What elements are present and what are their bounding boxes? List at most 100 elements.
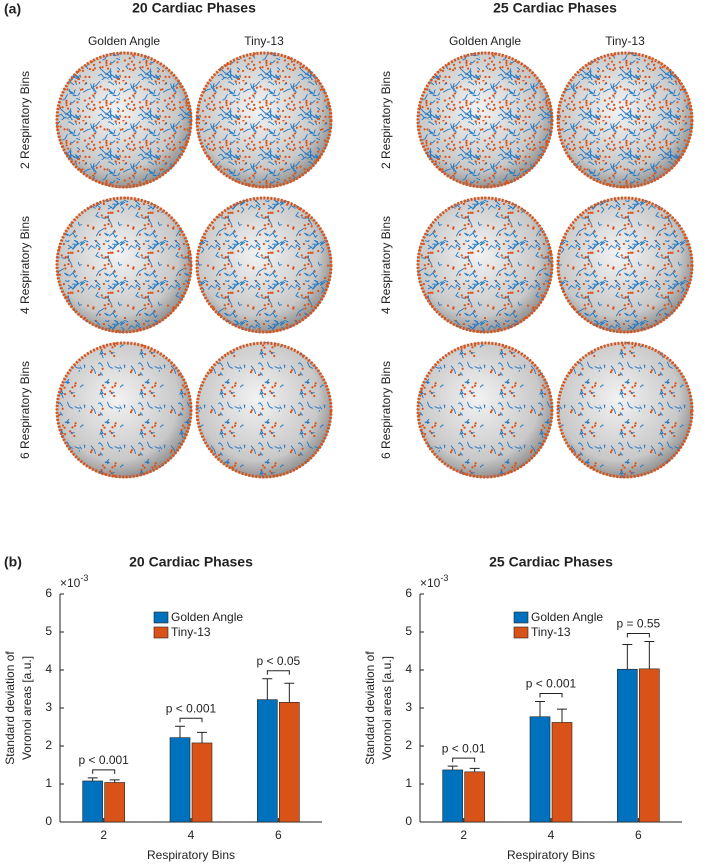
- legend-swatch: [513, 626, 529, 639]
- bar: [191, 742, 213, 823]
- y-scale-label: ×10-3: [60, 573, 88, 590]
- x-tick-label: 6: [275, 828, 282, 842]
- error-bar: [447, 765, 458, 770]
- error-bar: [109, 779, 120, 783]
- bar: [104, 782, 125, 823]
- y-scale-exponent: -3: [440, 573, 448, 583]
- y-tick-label: 2: [405, 738, 412, 752]
- sphere-texture: [557, 52, 693, 188]
- legend-swatch: [153, 611, 169, 624]
- y-tick-label: 1: [405, 776, 412, 790]
- y-tick-label: 0: [405, 814, 412, 828]
- column-label: Golden Angle: [449, 34, 521, 48]
- bar: [464, 771, 485, 823]
- sphere-texture: [417, 52, 553, 188]
- error-bar: [284, 682, 295, 703]
- significance-bracket: [539, 693, 563, 698]
- significance-bracket: [179, 717, 203, 723]
- legend-label: Tiny-13: [171, 625, 211, 639]
- bar: [279, 701, 300, 823]
- annotation: p < 0.001: [166, 701, 217, 715]
- legend-label: Golden Angle: [171, 610, 243, 624]
- column-label: Tiny-13: [244, 34, 284, 48]
- row-label: 4 Respiratory Bins: [379, 216, 393, 314]
- sphere-texture: [56, 197, 192, 333]
- sphere-rim: [55, 196, 193, 334]
- sphere-rim: [55, 341, 193, 479]
- y-tick-label: 4: [45, 662, 52, 676]
- annotation: p < 0.001: [526, 677, 577, 691]
- error-bar: [87, 777, 98, 781]
- bar: [257, 699, 278, 823]
- legend-swatch: [153, 626, 169, 639]
- y-axis-label: Voronoi areas [a.u.]: [20, 656, 34, 760]
- chart-title: 25 Cardiac Phases: [489, 554, 613, 570]
- sphere-rim: [556, 341, 694, 479]
- y-axis-label: Voronoi areas [a.u.]: [380, 656, 394, 760]
- sphere-rim: [416, 341, 554, 479]
- sphere-texture: [196, 197, 332, 333]
- annotation: p < 0.05: [256, 654, 300, 668]
- y-tick-label: 3: [405, 700, 412, 714]
- y-tick-label: 6: [405, 586, 412, 600]
- bar: [551, 722, 573, 823]
- x-tick-label: 4: [188, 828, 195, 842]
- sphere-texture: [196, 342, 332, 478]
- y-scale-label: ×10-3: [420, 573, 448, 590]
- annotation: p < 0.001: [78, 753, 129, 767]
- row-label: 2 Respiratory Bins: [18, 71, 32, 169]
- row-label: 4 Respiratory Bins: [18, 216, 32, 314]
- sphere-rim: [416, 196, 554, 334]
- y-scale-base: ×10: [60, 576, 81, 590]
- sphere-rim: [195, 341, 333, 479]
- sphere-texture: [196, 52, 332, 188]
- sphere-texture: [56, 52, 192, 188]
- error-bar: [262, 678, 273, 700]
- x-tick-label: 4: [548, 828, 555, 842]
- y-tick-label: 5: [405, 624, 412, 638]
- bar: [639, 668, 660, 823]
- significance-bracket: [92, 769, 116, 774]
- bar: [169, 737, 191, 823]
- panel-label: (a): [4, 1, 21, 17]
- error-bar: [644, 641, 655, 669]
- bar: [82, 780, 103, 823]
- sphere-rim: [55, 51, 193, 189]
- group-title: 25 Cardiac Phases: [493, 0, 617, 16]
- sphere-rim: [195, 51, 333, 189]
- chart-title: 20 Cardiac Phases: [129, 554, 253, 570]
- error-bar: [622, 644, 633, 670]
- error-bar: [197, 731, 207, 743]
- legend-swatch: [513, 611, 529, 624]
- significance-bracket: [266, 670, 290, 675]
- significance-bracket: [452, 757, 476, 763]
- sphere-texture: [56, 342, 192, 478]
- y-tick-label: 2: [45, 738, 52, 752]
- y-tick-label: 4: [405, 662, 412, 676]
- y-tick-label: 1: [45, 776, 52, 790]
- legend-label: Golden Angle: [531, 610, 603, 624]
- bar: [617, 668, 638, 823]
- x-tick-label: 6: [635, 828, 642, 842]
- y-tick-label: 6: [45, 586, 52, 600]
- y-tick-label: 3: [45, 700, 52, 714]
- column-label: Tiny-13: [605, 34, 645, 48]
- x-axis-label: Respiratory Bins: [507, 848, 595, 862]
- sphere-rim: [195, 196, 333, 334]
- x-axis-label: Respiratory Bins: [147, 848, 235, 862]
- bar: [442, 769, 463, 823]
- y-scale-exponent: -3: [80, 573, 88, 583]
- sphere-texture: [417, 197, 553, 333]
- error-bar: [535, 701, 545, 717]
- y-scale-base: ×10: [420, 576, 441, 590]
- annotation: p = 0.55: [616, 617, 660, 631]
- sphere-texture: [557, 342, 693, 478]
- sphere-texture: [557, 197, 693, 333]
- group-title: 20 Cardiac Phases: [132, 0, 256, 16]
- row-label: 6 Respiratory Bins: [18, 361, 32, 459]
- sphere-rim: [556, 51, 694, 189]
- row-label: 6 Respiratory Bins: [379, 361, 393, 459]
- y-tick-label: 0: [45, 814, 52, 828]
